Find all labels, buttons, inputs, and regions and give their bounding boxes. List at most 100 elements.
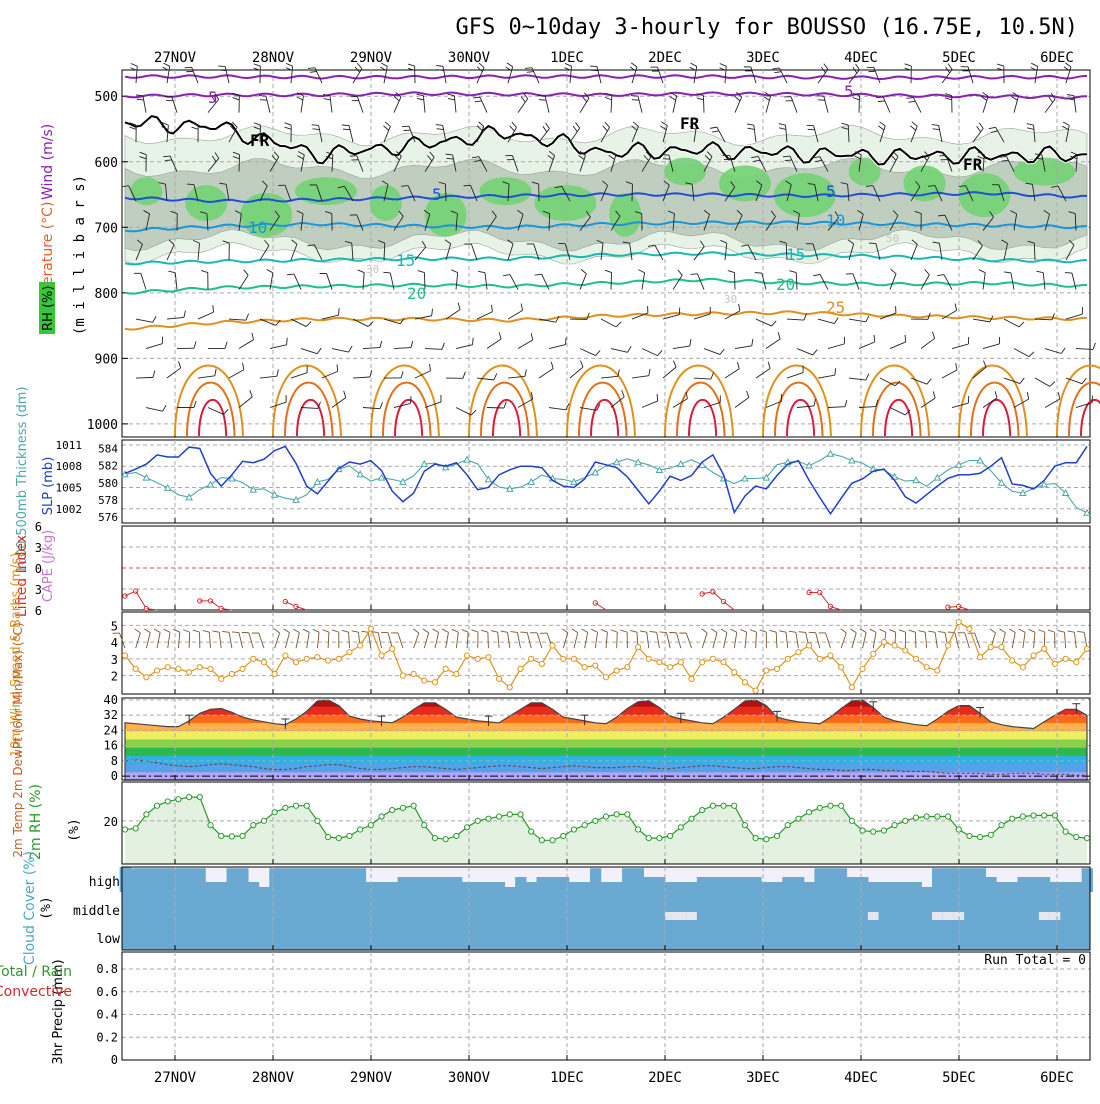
upper-wind-barb-flag xyxy=(591,70,598,71)
rh2m-marker xyxy=(187,795,192,800)
wind10-speed-marker xyxy=(507,685,512,690)
slp-ytick-label: 1008 xyxy=(56,460,83,473)
wind10-speed-marker xyxy=(871,651,876,656)
cloud-high-bar xyxy=(772,882,783,892)
chart-title: GFS 0~10day 3-hourly for BOUSSO (16.75E,… xyxy=(455,15,1078,40)
wind10-speed-marker xyxy=(999,645,1004,650)
rh2m-marker xyxy=(144,812,149,817)
contour-label-15: 15 xyxy=(786,245,805,264)
wind10-speed-marker xyxy=(325,658,330,663)
wind10-speed-marker xyxy=(518,666,523,671)
wind10-speed-marker xyxy=(967,626,972,631)
wind10-speed-marker xyxy=(806,643,811,648)
wind10-speed-marker xyxy=(315,655,320,660)
wind10-speed-marker xyxy=(475,656,480,661)
thickness-ytick-label: 576 xyxy=(98,511,118,524)
upper-wind-barb-flag xyxy=(259,96,266,97)
cloud-high-bar xyxy=(697,877,708,892)
temp-ytick-label: 8 xyxy=(111,754,118,768)
wind10-speed-marker xyxy=(700,660,705,665)
rh2m-marker xyxy=(956,827,961,832)
upper-wind-barb xyxy=(487,408,504,409)
temp-band xyxy=(122,755,1090,764)
date-label-top-5DEC: 5DEC xyxy=(942,50,976,66)
rh2m-marker xyxy=(1031,813,1036,818)
contour-label-5: 5 xyxy=(844,82,854,101)
upper-wind-barb-flag xyxy=(566,338,567,345)
date-label-bottom-27NOV: 27NOV xyxy=(154,1070,197,1086)
upper-wind-barb xyxy=(703,96,704,113)
upper-ytick-label: 1000 xyxy=(87,418,118,433)
cloud-high-bar xyxy=(975,868,986,892)
cloud-middle-gap xyxy=(1039,912,1050,920)
temp-ytick-label: 32 xyxy=(104,708,118,722)
cloud-unit-label: (%) xyxy=(39,896,54,919)
cloud-high-bar xyxy=(857,877,868,892)
date-label-bottom-29NOV: 29NOV xyxy=(350,1070,393,1086)
rh2m-marker xyxy=(240,833,245,838)
upper-wind-barb-flag xyxy=(308,68,315,69)
cloud-high-bar xyxy=(333,868,344,892)
rh2m-marker xyxy=(646,836,651,841)
wind10-speed-marker xyxy=(197,665,202,670)
temp-band xyxy=(122,739,1090,748)
wind10-speed-marker xyxy=(154,668,159,673)
cloud-high-bar xyxy=(611,882,622,892)
rh2m-marker xyxy=(903,818,908,823)
cloud-high-bar xyxy=(996,882,1007,892)
rh2m-marker xyxy=(700,807,705,812)
cloud-high-bar xyxy=(205,882,216,892)
wind10-speed-marker xyxy=(347,650,352,655)
temp-ytick-label: 16 xyxy=(104,739,118,753)
cloud-high-bar xyxy=(162,868,173,892)
run-total-label: Run Total = 0 xyxy=(984,953,1086,968)
wind10-barb xyxy=(488,632,489,648)
upper-wind-barb-flag xyxy=(131,63,137,66)
cloud-high-bar xyxy=(269,868,280,892)
upper-wind-barb-flag xyxy=(869,243,876,244)
upper-wind-barb-flag xyxy=(905,64,912,66)
rh2m-marker xyxy=(390,807,395,812)
cloud-high-bar xyxy=(921,887,932,892)
date-label-top-30NOV: 30NOV xyxy=(448,50,491,66)
rh2m-marker xyxy=(475,818,480,823)
cloud-layer-label-low: low xyxy=(97,932,121,947)
wind10-speed-marker xyxy=(956,619,961,624)
upper-wind-barb xyxy=(549,214,550,231)
upper-wind-barb-flag xyxy=(464,185,471,186)
rh2m-marker xyxy=(1010,816,1015,821)
date-label-bottom-3DEC: 3DEC xyxy=(746,1070,780,1086)
cloud-high-bar xyxy=(194,868,205,892)
upper-wind-barb-flag xyxy=(905,335,906,342)
upper-wind-barb-flag xyxy=(539,100,546,101)
wind10-speed-marker xyxy=(443,666,448,671)
wind10-speed-marker xyxy=(1031,653,1036,658)
cloud-high-bar xyxy=(130,868,141,892)
cloud-high-bar xyxy=(184,868,195,892)
wind10-speed-marker xyxy=(561,656,566,661)
wind10-speed-marker xyxy=(860,666,865,671)
cloud-high-bar xyxy=(440,877,451,892)
cloud-high-bar xyxy=(408,877,419,892)
cloud-layer-label-high: high xyxy=(89,875,120,890)
upper-wind-barb-flag xyxy=(187,184,194,185)
rh2m-marker xyxy=(1084,836,1089,841)
cloud-high-bar xyxy=(355,868,366,892)
rh-high-blob xyxy=(480,177,532,205)
cloud-high-bar xyxy=(675,882,686,892)
wind10-speed-marker xyxy=(1010,658,1015,663)
wind10-speed-marker xyxy=(625,665,630,670)
wind10-speed-marker xyxy=(390,646,395,651)
rh2m-marker xyxy=(561,833,566,838)
cloud-high-bar xyxy=(237,868,248,892)
rh2m-marker xyxy=(1020,814,1025,819)
rh2m-marker xyxy=(571,827,576,832)
rh2m-marker xyxy=(689,816,694,821)
cloud-high-bar xyxy=(1028,877,1039,892)
date-label-top-3DEC: 3DEC xyxy=(746,50,780,66)
rh2m-marker xyxy=(935,814,940,819)
slp-ytick-label: 1005 xyxy=(56,482,83,495)
